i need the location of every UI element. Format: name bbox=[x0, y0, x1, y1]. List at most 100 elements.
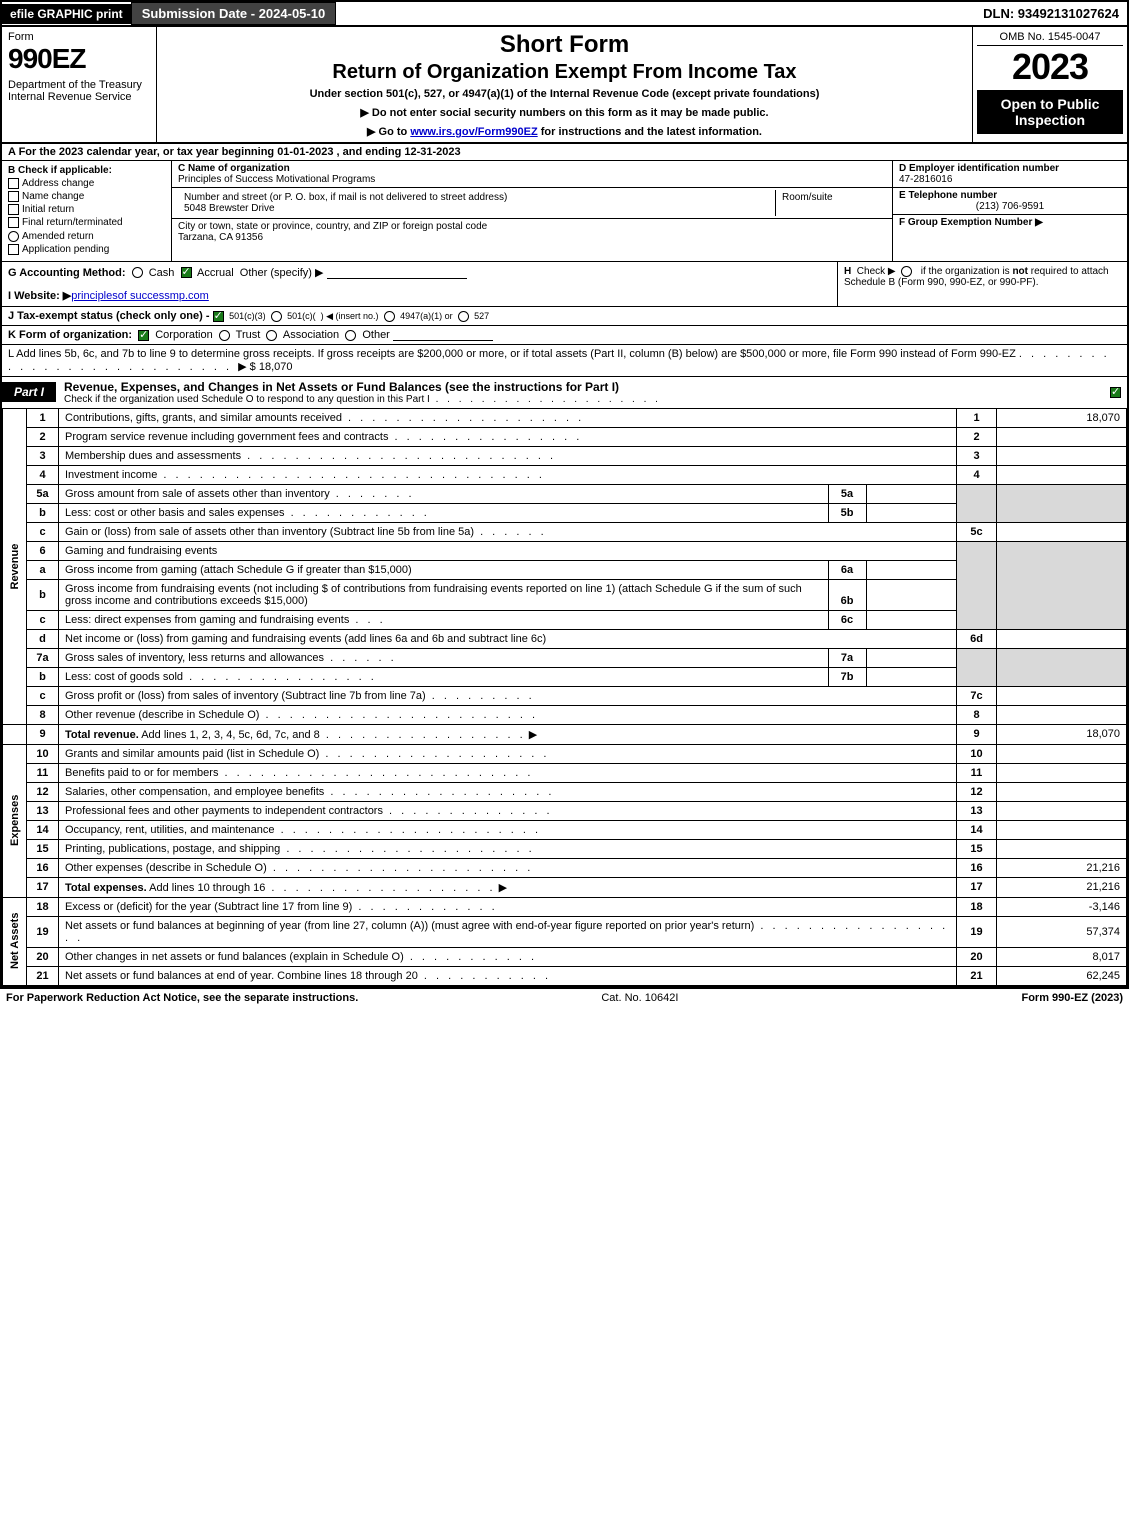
col-g: G Accounting Method: Cash Accrual Other … bbox=[2, 262, 837, 306]
line-5c-txt: Gain or (loss) from sale of assets other… bbox=[59, 522, 957, 541]
chk-527[interactable] bbox=[458, 311, 469, 322]
line-6b-cell: Gross income from fundraising events (no… bbox=[59, 579, 957, 610]
line-14-txt: Occupancy, rent, utilities, and maintena… bbox=[59, 820, 957, 839]
open-public: Open to Public Inspection bbox=[977, 90, 1123, 134]
line-15-txt: Printing, publications, postage, and shi… bbox=[59, 839, 957, 858]
row-l: L Add lines 5b, 6c, and 7b to line 9 to … bbox=[2, 345, 1127, 377]
chk-4947[interactable] bbox=[384, 311, 395, 322]
irs-link[interactable]: www.irs.gov/Form990EZ bbox=[410, 126, 537, 138]
form-word: Form bbox=[8, 31, 150, 43]
short-form-title: Short Form bbox=[165, 31, 964, 59]
col-h: H Check ▶ if the organization is not req… bbox=[837, 262, 1127, 306]
line-18-amt: -3,146 bbox=[997, 897, 1127, 916]
form-990ez: efile GRAPHIC print Submission Date - 20… bbox=[0, 0, 1129, 988]
col-def: D Employer identification number 47-2816… bbox=[892, 161, 1127, 261]
chk-association[interactable] bbox=[266, 330, 277, 341]
chk-address-change[interactable]: Address change bbox=[8, 178, 165, 189]
line-7c-txt: Gross profit or (loss) from sales of inv… bbox=[59, 686, 957, 705]
section-bcdef: B Check if applicable: Address change Na… bbox=[2, 161, 1127, 262]
line-20-txt: Other changes in net assets or fund bala… bbox=[59, 947, 957, 966]
l-text: L Add lines 5b, 6c, and 7b to line 9 to … bbox=[8, 348, 1016, 360]
website-link[interactable]: principlesof successmp.com bbox=[71, 290, 209, 302]
phone-line: E Telephone number (213) 706-9591 bbox=[893, 188, 1127, 215]
line-19-amt: 57,374 bbox=[997, 916, 1127, 947]
line-2-txt: Program service revenue including govern… bbox=[59, 427, 957, 446]
line-3-txt: Membership dues and assessments . . . . … bbox=[59, 446, 957, 465]
line-21-txt: Net assets or fund balances at end of ye… bbox=[59, 966, 957, 985]
dept-label: Department of the Treasury Internal Reve… bbox=[8, 79, 150, 103]
header-left: Form 990EZ Department of the Treasury In… bbox=[2, 27, 157, 142]
h-text: H Check ▶ if the organization is not req… bbox=[844, 266, 1109, 288]
footer-form: Form 990-EZ (2023) bbox=[1021, 992, 1123, 1004]
j-opts: 501(c)(3) 501(c)( ) ◀ (insert no.) 4947(… bbox=[213, 311, 490, 321]
line-6-txt: Gaming and fundraising events bbox=[59, 541, 957, 560]
line-4-txt: Investment income . . . . . . . . . . . … bbox=[59, 465, 957, 484]
chk-501c3[interactable] bbox=[213, 311, 224, 322]
vlabel-expenses: Expenses bbox=[3, 744, 27, 897]
c-label: C Name of organization bbox=[178, 163, 290, 174]
ein-line: D Employer identification number 47-2816… bbox=[893, 161, 1127, 188]
line-6d-txt: Net income or (loss) from gaming and fun… bbox=[59, 629, 957, 648]
revenue-expenses-table: Revenue 1 Contributions, gifts, grants, … bbox=[2, 409, 1127, 986]
row-j: J Tax-exempt status (check only one) - 5… bbox=[2, 307, 1127, 326]
header-right: OMB No. 1545-0047 2023 Open to Public In… bbox=[972, 27, 1127, 142]
e-label: E Telephone number bbox=[899, 190, 997, 201]
col-b-checkboxes: B Check if applicable: Address change Na… bbox=[2, 161, 172, 261]
chk-application-pending[interactable]: Application pending bbox=[8, 244, 165, 255]
efile-label: efile GRAPHIC print bbox=[2, 4, 131, 24]
group-exemption-line: F Group Exemption Number ▶ bbox=[893, 215, 1127, 230]
city-line: City or town, state or province, country… bbox=[172, 219, 892, 245]
chk-accrual[interactable] bbox=[181, 267, 192, 278]
chk-other-org[interactable] bbox=[345, 330, 356, 341]
street-label: Number and street (or P. O. box, if mail… bbox=[184, 192, 507, 203]
chk-amended[interactable]: Amended return bbox=[8, 231, 165, 242]
chk-trust[interactable] bbox=[219, 330, 230, 341]
footer-notice: For Paperwork Reduction Act Notice, see … bbox=[6, 992, 358, 1004]
radio-cash[interactable] bbox=[132, 267, 143, 278]
header-center: Short Form Return of Organization Exempt… bbox=[157, 27, 972, 142]
line-6c-cell: Less: direct expenses from gaming and fu… bbox=[59, 610, 957, 629]
line-10-txt: Grants and similar amounts paid (list in… bbox=[59, 744, 957, 763]
line-6a-cell: Gross income from gaming (attach Schedul… bbox=[59, 560, 957, 579]
city-value: Tarzana, CA 91356 bbox=[178, 232, 263, 243]
street-left: Number and street (or P. O. box, if mail… bbox=[178, 190, 776, 216]
dln: DLN: 93492131027624 bbox=[975, 3, 1127, 24]
line-1-num: 1 bbox=[27, 409, 59, 428]
part1-tab: Part I bbox=[2, 382, 56, 402]
line-5a-cell: Gross amount from sale of assets other t… bbox=[59, 484, 957, 503]
row-gh: G Accounting Method: Cash Accrual Other … bbox=[2, 262, 1127, 307]
line-16-txt: Other expenses (describe in Schedule O) … bbox=[59, 858, 957, 877]
street-line: Number and street (or P. O. box, if mail… bbox=[172, 188, 892, 219]
line-12-txt: Salaries, other compensation, and employ… bbox=[59, 782, 957, 801]
street-value: 5048 Brewster Drive bbox=[184, 203, 275, 214]
vlabel-netassets: Net Assets bbox=[3, 897, 27, 985]
form-header: Form 990EZ Department of the Treasury In… bbox=[2, 27, 1127, 144]
chk-name-change[interactable]: Name change bbox=[8, 191, 165, 202]
d-label: D Employer identification number bbox=[899, 163, 1059, 174]
chk-h[interactable] bbox=[901, 266, 912, 277]
ein-value: 47-2816016 bbox=[899, 174, 952, 185]
chk-final-return[interactable]: Final return/terminated bbox=[8, 217, 165, 228]
line-5b-cell: Less: cost or other basis and sales expe… bbox=[59, 503, 957, 522]
b-label: B Check if applicable: bbox=[8, 165, 165, 176]
line-1-box: 1 bbox=[957, 409, 997, 428]
line-17-txt: Total expenses. Add lines 10 through 16 … bbox=[59, 877, 957, 897]
vlabel-revenue: Revenue bbox=[3, 409, 27, 725]
chk-501c[interactable] bbox=[271, 311, 282, 322]
form-number: 990EZ bbox=[8, 43, 150, 75]
part1-checkbox[interactable] bbox=[1107, 386, 1127, 398]
chk-corporation[interactable] bbox=[138, 330, 149, 341]
line-21-amt: 62,245 bbox=[997, 966, 1127, 985]
part1-title: Revenue, Expenses, and Changes in Net As… bbox=[56, 377, 1107, 408]
line-16-amt: 21,216 bbox=[997, 858, 1127, 877]
room-suite: Room/suite bbox=[776, 190, 886, 216]
line-20-amt: 8,017 bbox=[997, 947, 1127, 966]
goto-line: ▶ Go to www.irs.gov/Form990EZ for instru… bbox=[165, 125, 964, 138]
chk-initial-return[interactable]: Initial return bbox=[8, 204, 165, 215]
submission-date: Submission Date - 2024-05-10 bbox=[131, 2, 337, 25]
footer-cat: Cat. No. 10642I bbox=[601, 992, 678, 1004]
f-label: F Group Exemption Number ▶ bbox=[899, 217, 1043, 228]
row-a-calendar-year: A For the 2023 calendar year, or tax yea… bbox=[2, 144, 1127, 161]
line-13-txt: Professional fees and other payments to … bbox=[59, 801, 957, 820]
under-section: Under section 501(c), 527, or 4947(a)(1)… bbox=[165, 88, 964, 100]
